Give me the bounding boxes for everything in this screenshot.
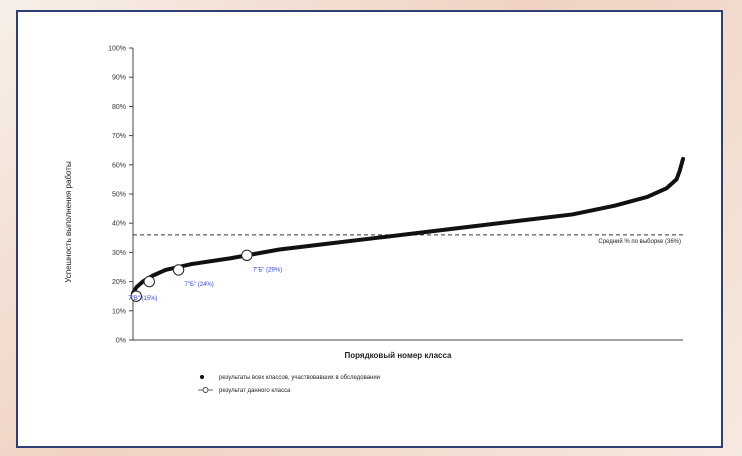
class-point-label-1: 7"В" (15%)	[128, 296, 157, 302]
class-point-3	[172, 264, 185, 276]
class-point-2	[143, 275, 155, 288]
y-tick-label: 70%	[112, 133, 126, 140]
y-tick-label: 10%	[112, 308, 126, 315]
reference-line: Средний % по выборке (36%)	[133, 234, 683, 245]
chart-frame: 0% 10% 20% 30% 40% 50% 60% 70% 80% 90% 100% Средни…	[16, 10, 723, 448]
class-point-label-3: 7"Б" (24%)	[185, 282, 214, 288]
legend: результаты всех классов, участвовавших в…	[198, 374, 380, 394]
legend-dot-icon	[199, 374, 205, 380]
all-classes-curve	[131, 156, 685, 296]
x-axis-label: Порядковый номер класса	[344, 351, 452, 360]
y-tick-label: 60%	[112, 162, 126, 169]
class-point-4	[241, 249, 253, 262]
class-point-label-4: 7"Б" (29%)	[253, 267, 282, 273]
y-axis-label: Успешность выполнения работы	[64, 161, 73, 283]
y-tick-label: 50%	[112, 192, 126, 199]
chart: 0% 10% 20% 30% 40% 50% 60% 70% 80% 90% 100% Средни…	[64, 46, 685, 394]
y-tick-label: 40%	[112, 221, 126, 228]
y-tick-label: 90%	[112, 75, 126, 82]
legend-label: результаты всех классов, участвовавших в…	[219, 375, 380, 381]
y-tick-label: 80%	[112, 104, 126, 111]
legend-open-circle-icon	[202, 387, 209, 393]
legend-label: результат данного класса	[219, 388, 291, 394]
series-all-classes	[131, 156, 685, 296]
y-tick-label: 100%	[108, 46, 126, 53]
series-this-class: 7"В" (15%) 7"Б" (24%) 7"Б" (29%)	[128, 249, 282, 302]
y-tick-label: 20%	[112, 279, 126, 286]
y-tick-label: 30%	[112, 250, 126, 257]
class-point-1	[130, 290, 142, 302]
y-tick-label: 0%	[116, 338, 126, 345]
reference-line-label: Средний % по выборке (36%)	[598, 238, 681, 245]
